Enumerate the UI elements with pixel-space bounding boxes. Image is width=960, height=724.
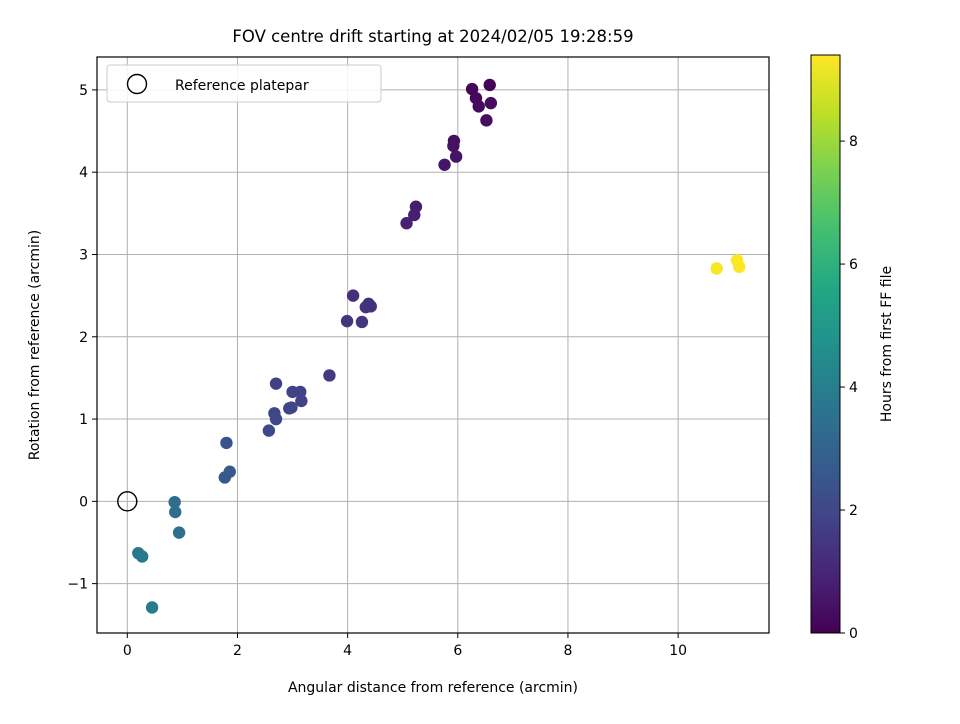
x-tick-label: 6 (453, 643, 462, 659)
reference-marker-group (117, 491, 138, 512)
y-axis-label: Rotation from reference (arcmin) (27, 230, 43, 460)
data-point (449, 150, 463, 163)
colorbar-tick-label: 8 (849, 134, 858, 150)
plot-frame (96, 56, 770, 634)
x-axis-label: Angular distance from reference (arcmin) (288, 680, 578, 696)
data-point (472, 100, 485, 113)
data-point (295, 394, 308, 408)
data-point (169, 505, 182, 519)
data-point (346, 289, 360, 302)
data-point (438, 158, 451, 171)
data-point (323, 369, 336, 382)
reference-point-marker (117, 491, 138, 512)
x-tick-label: 10 (669, 643, 687, 659)
data-point (400, 217, 413, 230)
x-tick-label: 4 (343, 643, 352, 659)
colorbar-tick-label: 2 (849, 503, 858, 519)
data-point (262, 424, 276, 437)
data-point (364, 300, 377, 313)
y-tick-label: 1 (79, 412, 88, 428)
y-tick-label: 3 (79, 247, 88, 263)
data-points (132, 78, 746, 614)
legend-reference-marker (126, 73, 148, 95)
colorbar-ticks: 0 2 4 6 8 (840, 134, 858, 642)
legend-entry-label: Reference platepar (175, 78, 309, 94)
data-point (733, 260, 746, 274)
colorbar-tick-label: 0 (849, 626, 858, 642)
y-tick-label: −1 (67, 577, 88, 593)
data-point (340, 314, 354, 328)
data-point (408, 208, 421, 222)
colorbar: 0 2 4 6 8 Hours from first FF file (810, 54, 895, 642)
data-point (355, 315, 369, 329)
colorbar-tick-label: 6 (849, 257, 858, 273)
y-tick-label: 2 (79, 330, 88, 346)
x-tick-label: 2 (233, 643, 242, 659)
colorbar-tick-label: 4 (849, 380, 858, 396)
y-axis-ticks: −1 0 1 2 3 4 5 (67, 83, 97, 593)
data-point (480, 114, 493, 127)
x-tick-label: 8 (563, 643, 572, 659)
data-point (710, 262, 723, 275)
y-tick-label: 0 (79, 494, 88, 510)
data-point (135, 550, 149, 563)
chart-title: FOV centre drift starting at 2024/02/05 … (232, 27, 633, 46)
x-tick-label: 0 (123, 643, 132, 659)
data-point (220, 436, 233, 450)
colorbar-label: Hours from first FF file (879, 266, 895, 422)
data-point (269, 412, 283, 426)
data-point (285, 401, 298, 414)
data-point (172, 526, 186, 539)
data-point (483, 78, 496, 92)
legend: Reference platepar (106, 64, 382, 103)
data-point (218, 471, 231, 484)
y-tick-label: 4 (79, 165, 88, 181)
grid (97, 57, 769, 633)
x-axis-ticks: 0 2 4 6 8 10 (123, 633, 687, 659)
legend-box (106, 64, 382, 103)
data-point (269, 377, 283, 390)
data-point (484, 96, 498, 110)
y-tick-label: 5 (79, 83, 88, 99)
colorbar-gradient (810, 54, 841, 634)
data-point (447, 139, 460, 153)
data-point (145, 601, 159, 614)
data-point (168, 495, 181, 509)
data-point (294, 385, 307, 399)
